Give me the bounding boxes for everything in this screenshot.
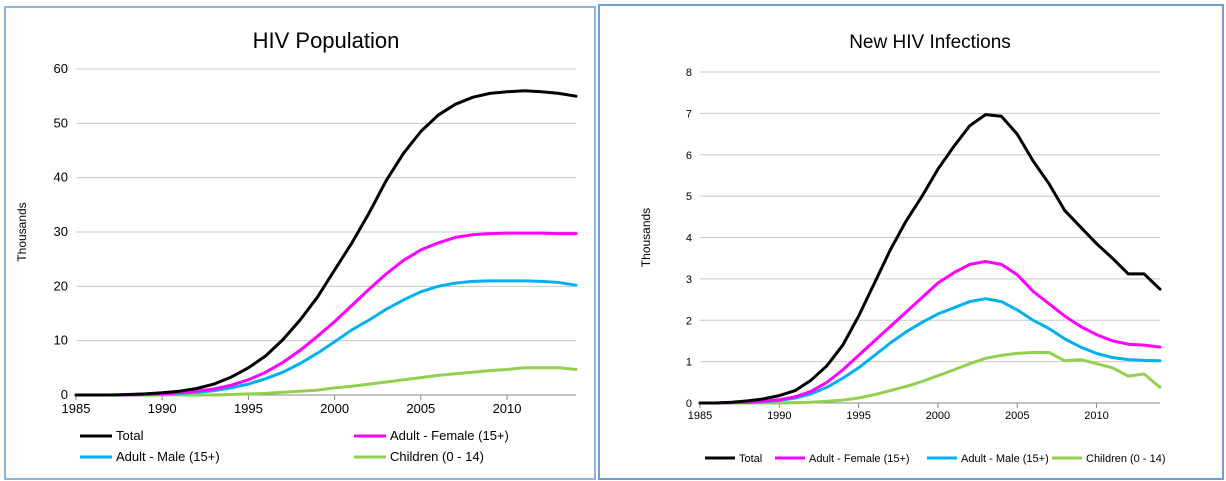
y-tick-label: 60 (54, 61, 68, 76)
y-tick-label: 20 (54, 278, 68, 293)
legend-label: Adult - Female (15+) (809, 453, 910, 465)
y-tick-label: 6 (686, 150, 692, 162)
series-line-0 (698, 113, 1162, 405)
x-tick-label: 2010 (493, 401, 522, 416)
series-line-2 (698, 297, 1162, 405)
x-tick-label: 1995 (234, 401, 263, 416)
y-tick-label: 7 (686, 108, 692, 120)
y-tick-label: 40 (54, 170, 68, 185)
series-line-3 (74, 366, 578, 397)
hiv-population-chart: HIV Population 0 10 20 30 40 50 60 1985 1990 1995 2… (15, 28, 578, 464)
y-axis-label: Thousands (639, 208, 653, 267)
x-tick-label: 1995 (846, 410, 870, 422)
y-axis-label: Thousands (15, 202, 29, 261)
y-tick-label: 0 (686, 398, 692, 410)
x-tick-label: 2005 (1005, 410, 1029, 422)
x-tick-label: 1985 (62, 401, 91, 416)
new-hiv-infections-chart: New HIV Infections 0 1 2 3 4 5 6 7 8 1985 1990 1995 2… (639, 32, 1165, 465)
y-tick-label: 50 (54, 115, 68, 130)
y-tick-label: 2 (686, 315, 692, 327)
y-tick-label: 4 (686, 233, 692, 245)
series-line-0 (74, 89, 578, 397)
legend-label: Children (0 - 14) (1086, 453, 1165, 465)
y-tick-label: 3 (686, 274, 692, 286)
x-tick-label: 1990 (148, 401, 177, 416)
legend-label: Adult - Male (15+) (116, 449, 220, 464)
chart-title: New HIV Infections (849, 32, 1011, 53)
y-tick-label: 1 (686, 357, 692, 369)
series-line-2 (74, 279, 578, 397)
y-tick-label: 8 (686, 67, 692, 79)
chart-title: HIV Population (253, 28, 400, 53)
x-tick-label: 2000 (926, 410, 950, 422)
chart-panel-hiv-population: HIV Population 0 10 20 30 40 50 60 1985 1990 1995 2… (4, 6, 596, 480)
y-tick-label: 30 (54, 224, 68, 239)
legend-label: Adult - Male (15+) (961, 453, 1049, 465)
x-tick-label: 1990 (767, 410, 791, 422)
legend-label: Children (0 - 14) (390, 449, 484, 464)
chart-panel-new-hiv-infections: New HIV Infections 0 1 2 3 4 5 6 7 8 1985 1990 1995 2… (598, 4, 1224, 480)
legend-label: Total (739, 453, 762, 465)
legend-label: Adult - Female (15+) (390, 428, 509, 443)
y-tick-label: 5 (686, 191, 692, 203)
x-tick-label: 1985 (688, 410, 712, 422)
x-tick-label: 2005 (406, 401, 435, 416)
y-tick-label: 10 (54, 333, 68, 348)
legend-label: Total (116, 428, 144, 443)
series-line-3 (698, 351, 1162, 405)
x-tick-label: 2000 (320, 401, 349, 416)
x-tick-label: 2010 (1084, 410, 1108, 422)
y-tick-label: 0 (61, 387, 68, 402)
series-line-1 (698, 260, 1162, 405)
